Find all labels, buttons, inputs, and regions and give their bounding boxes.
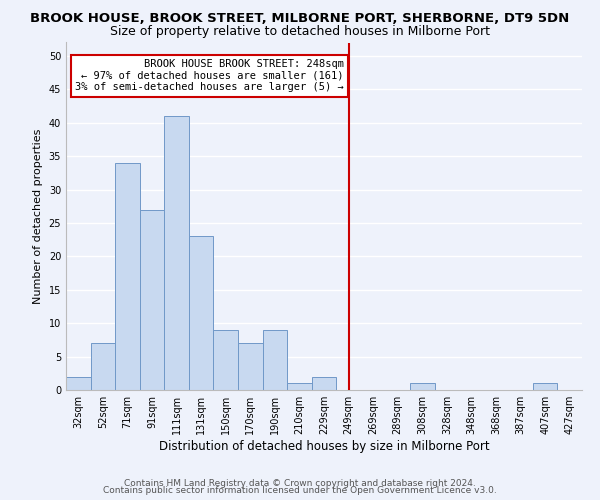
Text: Contains HM Land Registry data © Crown copyright and database right 2024.: Contains HM Land Registry data © Crown c… (124, 478, 476, 488)
Bar (263, 330, 287, 390)
Bar (214, 330, 238, 390)
Bar (410, 384, 434, 390)
Bar (287, 384, 312, 390)
Text: Contains public sector information licensed under the Open Government Licence v3: Contains public sector information licen… (103, 486, 497, 495)
Bar (140, 210, 164, 390)
Bar (189, 236, 214, 390)
Text: BROOK HOUSE BROOK STREET: 248sqm
← 97% of detached houses are smaller (161)
3% o: BROOK HOUSE BROOK STREET: 248sqm ← 97% o… (75, 59, 344, 92)
Bar (164, 116, 189, 390)
Text: Size of property relative to detached houses in Milborne Port: Size of property relative to detached ho… (110, 25, 490, 38)
Bar (533, 384, 557, 390)
Bar (91, 343, 115, 390)
Text: BROOK HOUSE, BROOK STREET, MILBORNE PORT, SHERBORNE, DT9 5DN: BROOK HOUSE, BROOK STREET, MILBORNE PORT… (31, 12, 569, 26)
Bar (238, 343, 263, 390)
Bar (115, 163, 140, 390)
X-axis label: Distribution of detached houses by size in Milborne Port: Distribution of detached houses by size … (158, 440, 490, 453)
Bar (312, 376, 336, 390)
Y-axis label: Number of detached properties: Number of detached properties (33, 128, 43, 304)
Bar (66, 376, 91, 390)
